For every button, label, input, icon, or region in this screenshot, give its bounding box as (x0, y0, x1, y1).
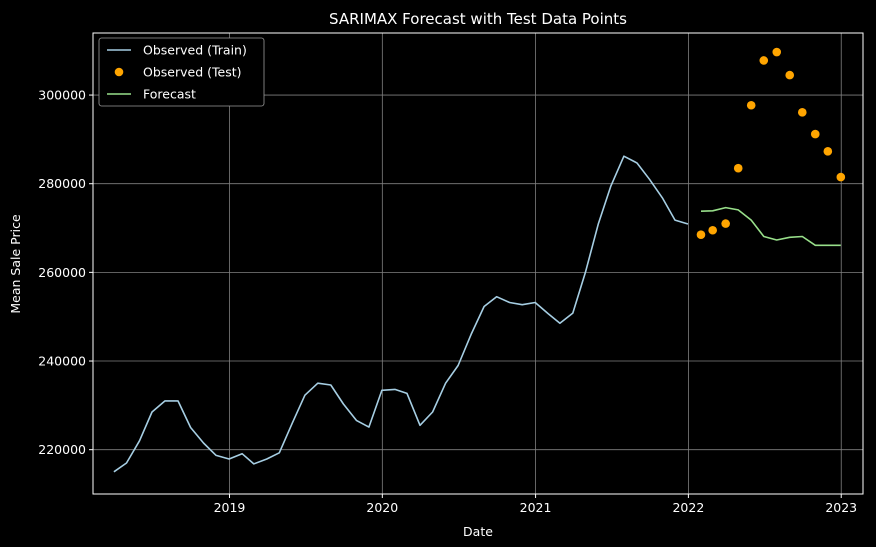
train-series-line (113, 155, 689, 473)
test-data-point (836, 172, 846, 182)
y-tick-label: 220000 (38, 442, 86, 457)
grid (93, 33, 863, 494)
test-data-point (810, 129, 820, 139)
y-tick-label: 280000 (38, 176, 86, 191)
axes: 2019 2020 2021 2022 2023 220000 240000 260000 28… (38, 88, 857, 515)
test-data-point (696, 230, 706, 239)
test-data-point (772, 47, 782, 57)
test-data-point (746, 100, 756, 110)
test-data-point (823, 147, 833, 156)
legend: Observed (Train) Observed (Test) Forecast (98, 37, 265, 107)
test-data-point (797, 108, 807, 117)
x-tick-label: 2020 (366, 500, 398, 515)
test-data-point (708, 225, 717, 235)
x-axis-label: Date (463, 524, 493, 539)
x-tick-label: 2019 (214, 500, 246, 515)
test-data-point (785, 70, 795, 80)
y-tick-label: 240000 (38, 354, 86, 369)
y-tick-label: 260000 (38, 265, 86, 280)
chart-title: SARIMAX Forecast with Test Data Points (329, 10, 627, 28)
plot-series (113, 47, 846, 473)
legend-marker-test (114, 67, 124, 77)
y-axis-label: Mean Sale Price (8, 214, 23, 314)
y-tick-label: 300000 (38, 88, 86, 103)
legend-entry: Forecast (143, 87, 196, 102)
legend-entry: Observed (Train) (143, 43, 247, 58)
x-tick-label: 2021 (520, 500, 552, 515)
forecast-series-line (700, 206, 841, 247)
test-data-point (733, 163, 743, 173)
plot-frame (92, 32, 864, 495)
test-data-point (759, 56, 769, 65)
x-tick-label: 2022 (672, 500, 704, 515)
legend-box (98, 37, 265, 107)
legend-entry: Observed (Test) (143, 65, 241, 80)
test-data-point (721, 219, 730, 228)
x-tick-label: 2023 (825, 500, 857, 515)
